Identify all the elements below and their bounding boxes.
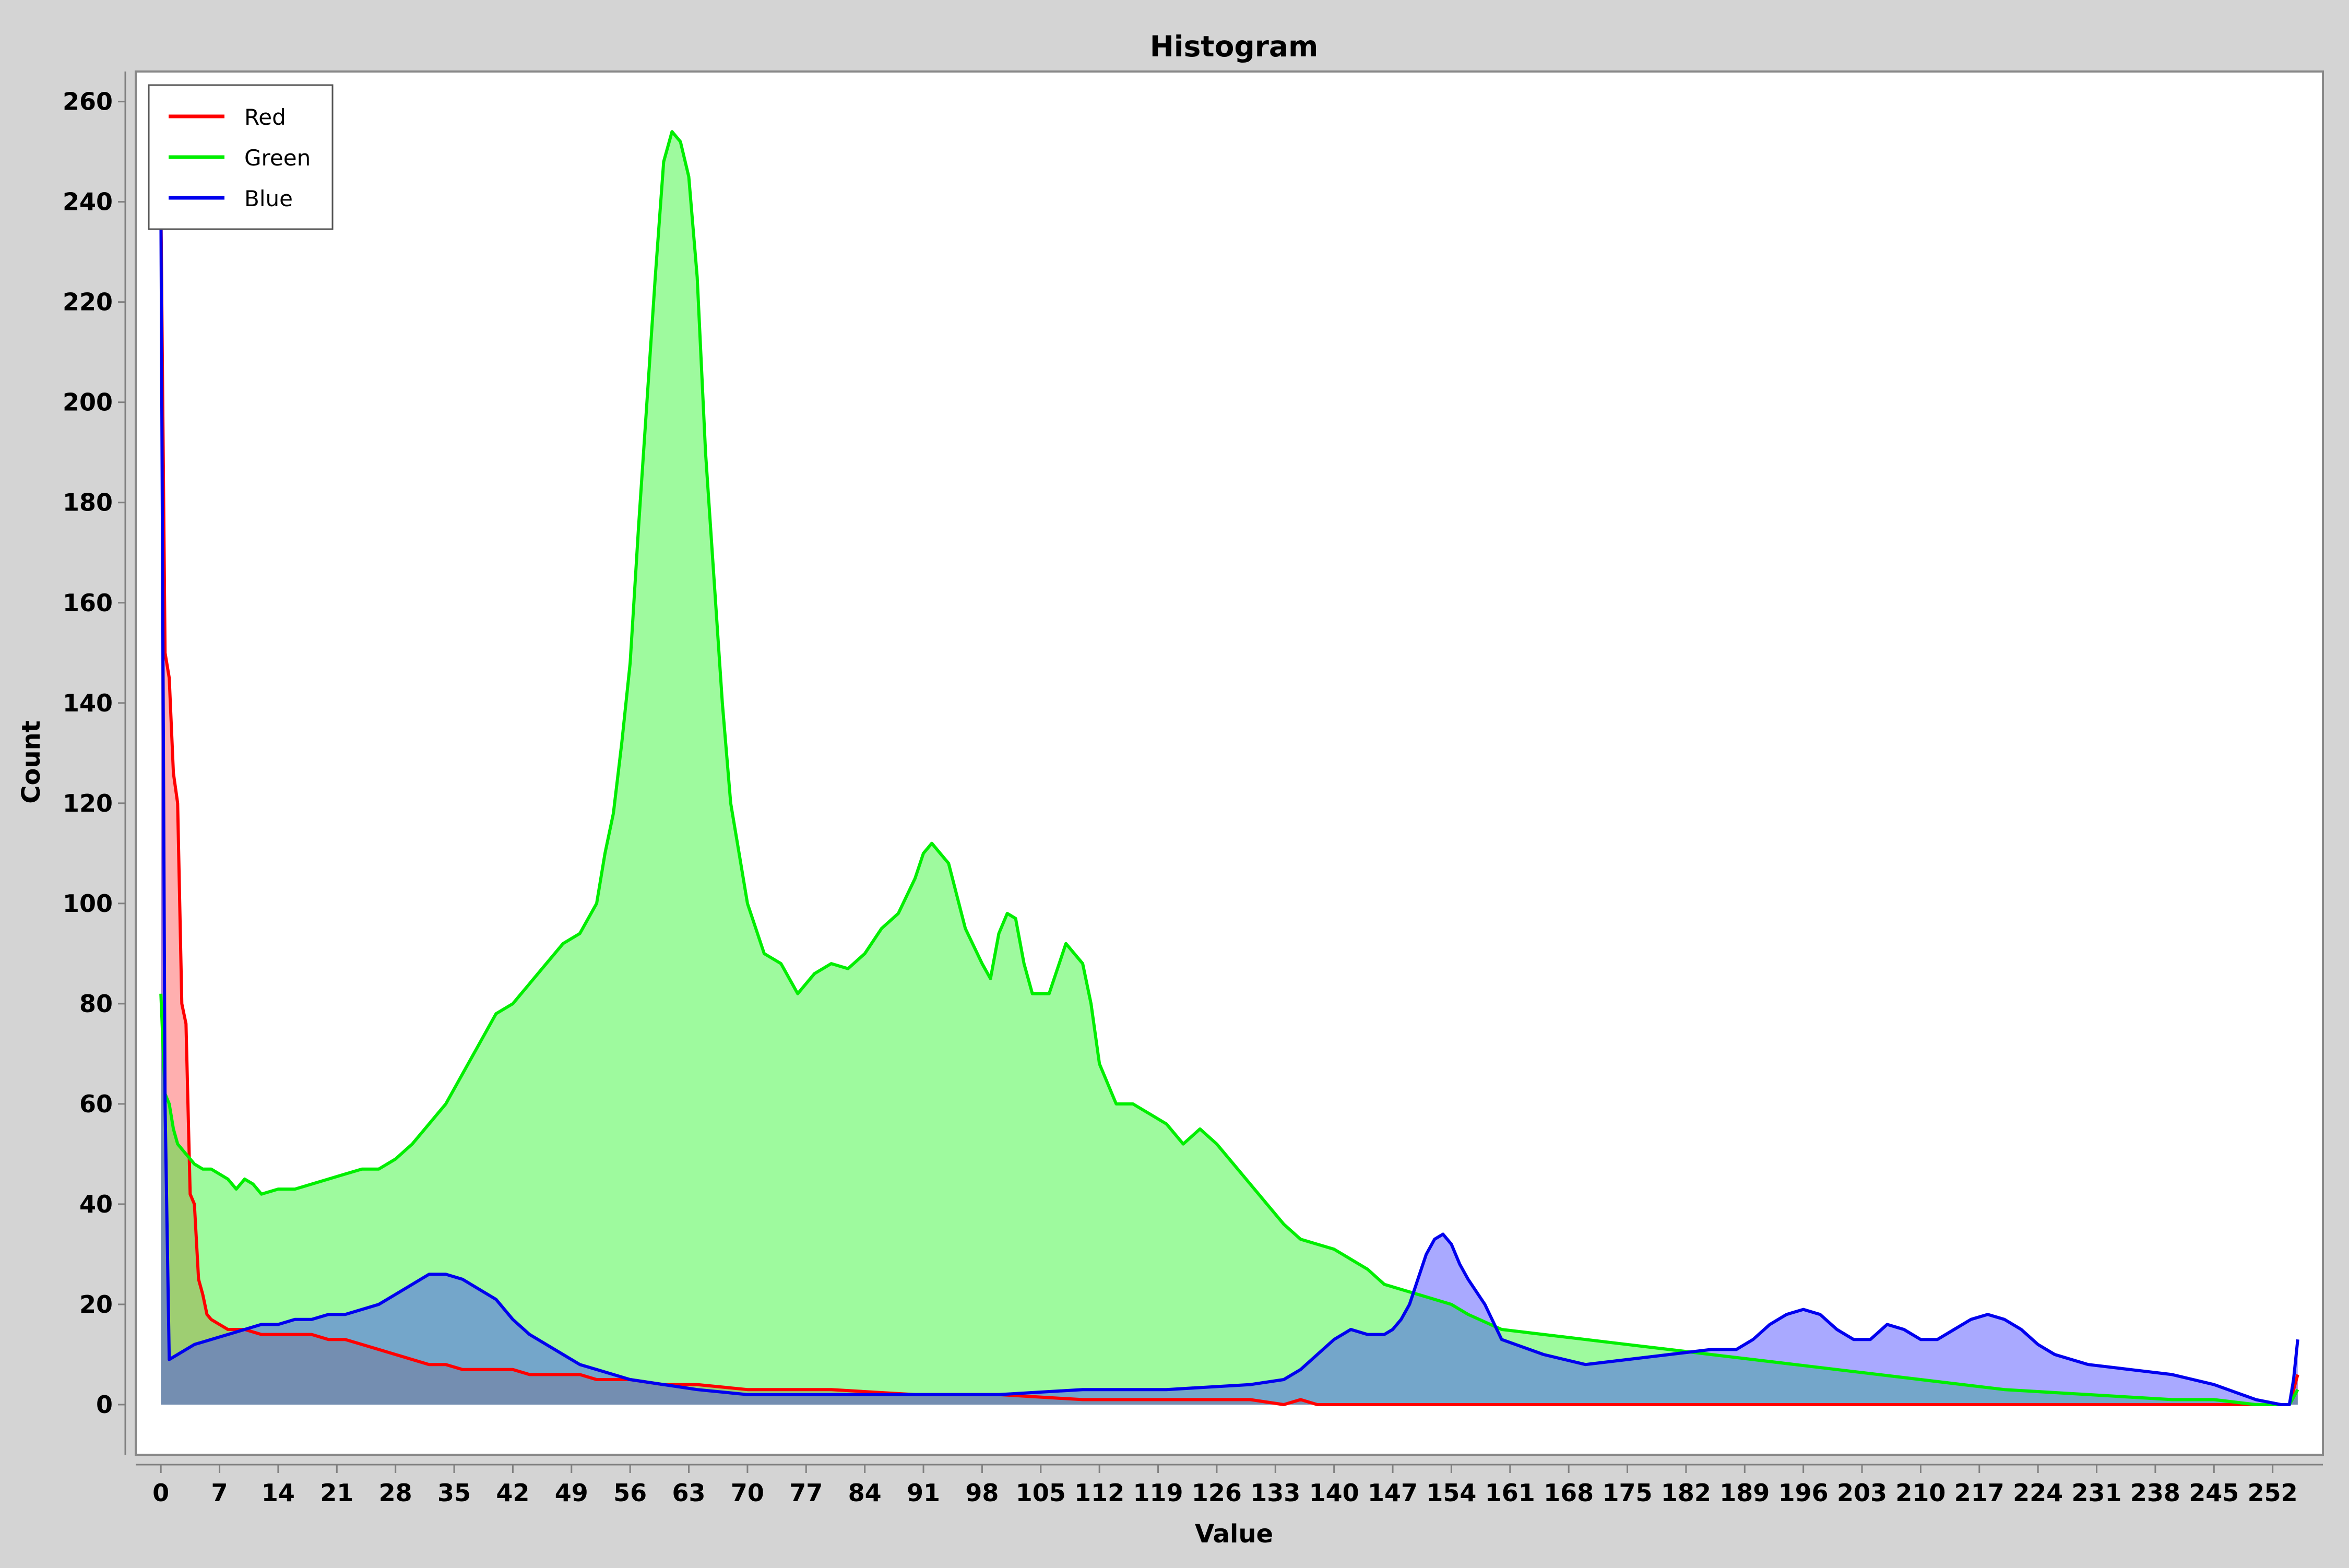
x-tick-label: 182 — [1661, 1479, 1711, 1507]
x-tick-label: 224 — [2013, 1479, 2063, 1507]
x-tick-label: 84 — [848, 1479, 882, 1507]
series-blue-line — [159, 201, 2299, 1406]
x-tick-label: 77 — [789, 1479, 823, 1507]
series-layer — [159, 130, 2299, 1406]
x-tick-label: 28 — [379, 1479, 412, 1507]
y-axis-label: Count — [17, 720, 46, 804]
y-tick-label: 20 — [79, 1290, 113, 1318]
x-tick-label: 126 — [1192, 1479, 1242, 1507]
x-tick-label: 21 — [320, 1479, 353, 1507]
y-tick-label: 80 — [79, 990, 113, 1018]
x-axis-label: Value — [1195, 1519, 1273, 1549]
x-tick-label: 203 — [1837, 1479, 1887, 1507]
series-green-area — [161, 132, 2298, 1405]
x-tick-label: 119 — [1133, 1479, 1183, 1507]
x-tick-label: 63 — [672, 1479, 706, 1507]
x-tick-label: 189 — [1719, 1479, 1770, 1507]
x-tick-label: 231 — [2072, 1479, 2122, 1507]
y-tick-label: 160 — [63, 589, 113, 617]
x-tick-label: 161 — [1485, 1479, 1535, 1507]
series-green-line — [159, 130, 2299, 1406]
x-tick-label: 217 — [1954, 1479, 2004, 1507]
x-tick-label: 112 — [1074, 1479, 1124, 1507]
x-tick-label: 56 — [613, 1479, 647, 1507]
y-tick-label: 60 — [79, 1090, 113, 1118]
x-tick-label: 154 — [1426, 1479, 1476, 1507]
y-tick-label: 120 — [63, 789, 113, 817]
x-tick-label: 245 — [2189, 1479, 2239, 1507]
plot-area — [135, 70, 2324, 1456]
y-tick-label: 180 — [63, 489, 113, 517]
y-tick-label: 40 — [79, 1190, 113, 1218]
x-tick-label: 238 — [2130, 1479, 2180, 1507]
x-tick-label: 140 — [1309, 1479, 1359, 1507]
y-tick-label: 0 — [96, 1391, 113, 1419]
legend: Red Green Blue — [148, 84, 334, 230]
y-tick-label: 260 — [63, 88, 113, 116]
x-tick-label: 252 — [2248, 1479, 2298, 1507]
x-tick-label: 70 — [731, 1479, 764, 1507]
x-tick-label: 0 — [152, 1479, 169, 1507]
x-tick-label: 42 — [496, 1479, 529, 1507]
x-tick-label: 98 — [965, 1479, 999, 1507]
y-tick-label: 200 — [63, 388, 113, 417]
legend-label-blue: Blue — [244, 186, 293, 211]
x-tick-label: 7 — [211, 1479, 228, 1507]
y-tick-label: 240 — [63, 188, 113, 216]
x-tick-label: 175 — [1603, 1479, 1653, 1507]
legend-label-red: Red — [244, 104, 286, 130]
y-tick-label: 140 — [63, 689, 113, 717]
series-red-line — [159, 201, 2299, 1406]
x-tick-label: 14 — [262, 1479, 295, 1507]
x-tick-label: 210 — [1895, 1479, 1945, 1507]
y-tick-label: 220 — [63, 288, 113, 316]
x-tick-label: 196 — [1778, 1479, 1829, 1507]
legend-label-green: Green — [244, 145, 311, 171]
x-tick-label: 133 — [1250, 1479, 1300, 1507]
x-tick-label: 147 — [1368, 1479, 1418, 1507]
x-tick-label: 49 — [555, 1479, 588, 1507]
x-tick-label: 105 — [1016, 1479, 1066, 1507]
axes: 0 20 40 60 80 100 120 140 160 180 200 220 240 260 0 7 14… — [63, 72, 2323, 1507]
x-tick-label: 35 — [437, 1479, 471, 1507]
y-tick-label: 100 — [63, 889, 113, 918]
x-tick-label: 91 — [907, 1479, 940, 1507]
x-tick-label: 168 — [1544, 1479, 1594, 1507]
chart-title: Histogram — [1150, 30, 1319, 63]
